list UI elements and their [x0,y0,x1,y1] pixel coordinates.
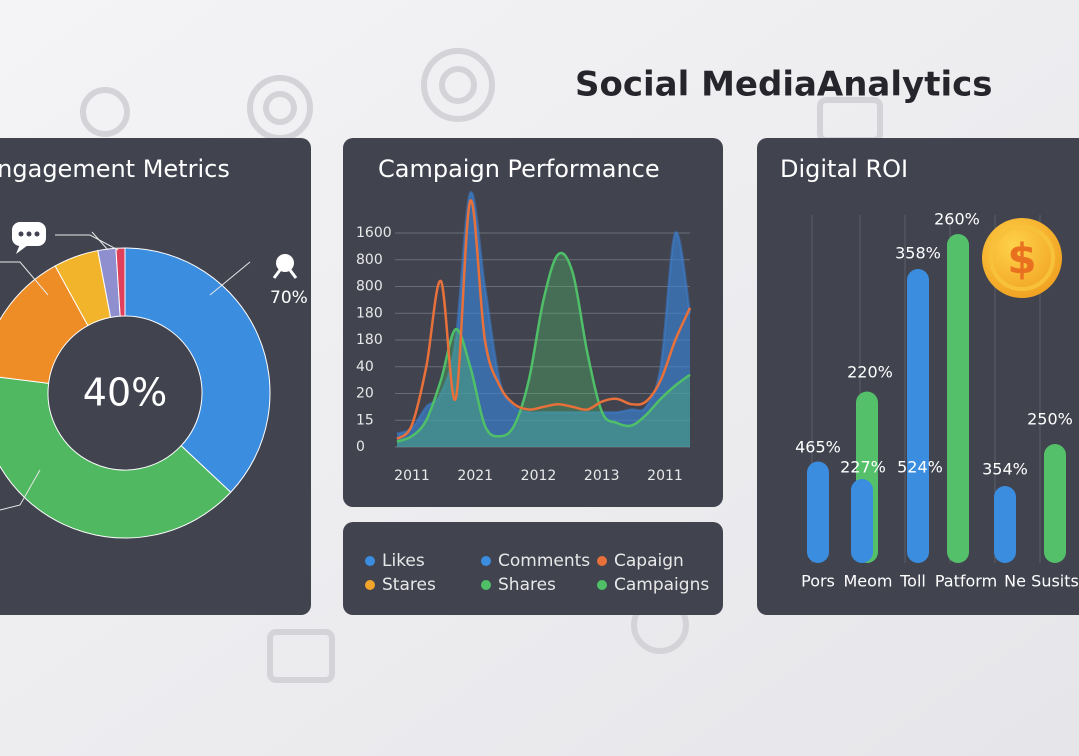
bar-annotation: 220% [847,363,893,382]
y-tick-label: 180 [356,332,383,348]
coin-icon: $ [982,218,1062,298]
bar-annotation: 260% [934,210,980,229]
y-tick-label: 800 [356,252,383,268]
legend-label: Shares [498,575,556,595]
panel-title: Campaign Performance [378,155,660,183]
leader-line [55,234,119,251]
annotation: 70% [270,288,308,308]
x-tick-label: 2011 [394,468,430,484]
series-line [396,199,692,441]
donut-segment [115,247,126,317]
x-tick-label: Susits [1031,572,1079,591]
x-tick-label: 2012 [521,468,557,484]
leader-line [0,261,49,296]
legend-swatch [597,580,607,590]
x-tick-label: 2011 [647,468,683,484]
legend-swatch [481,580,491,590]
bar [851,479,873,563]
x-tick-label: Ne [1004,572,1026,591]
leader-line [91,231,109,251]
x-tick-label: Pors [801,572,835,591]
y-tick-label: 40 [356,359,374,375]
y-tick-label: 180 [356,305,383,321]
y-tick-label: 0 [356,439,365,455]
x-tick-label: 2013 [584,468,620,484]
leader-line [209,261,251,296]
legend-label: Capaign [614,551,684,571]
svg-text:$: $ [1007,235,1036,284]
bar-annotation: 227% [840,458,886,477]
pin-icon [272,254,298,279]
donut-segment [0,376,232,539]
x-tick-label: 2021 [457,468,493,484]
chat-icon [12,222,46,254]
bar-annotation: 465% [795,438,841,457]
series-line [396,251,691,443]
y-tick-label: 20 [356,386,374,402]
series-area [397,253,690,447]
legend-label: Likes [382,551,425,571]
legend-swatch [597,556,607,566]
legend-swatch [481,556,491,566]
bar [907,269,929,563]
panel-title: Digital ROI [780,155,908,183]
x-tick-label: Patform [935,572,997,591]
legend-label: Comments [498,551,590,571]
legend-swatch [365,580,375,590]
legend-label: Stares [382,575,436,595]
center-label: 40% [83,371,167,415]
bar-annotation: 524% [897,458,943,477]
legend-panel [343,522,723,615]
legend-label: Campaigns [614,575,709,595]
legend-swatch [365,556,375,566]
bar [1044,444,1066,563]
bar-annotation: 358% [895,244,941,263]
page-title: Social MediaAnalytics [575,65,993,105]
y-tick-label: 15 [356,412,374,428]
series-area [397,192,690,447]
x-tick-label: Meom [843,572,892,591]
bar [807,461,829,563]
bar [947,234,969,563]
bar-annotation: 354% [982,460,1028,479]
bar [994,486,1016,563]
bar-annotation: 250% [1027,410,1073,429]
panel-title: Engagement Metrics [0,155,230,183]
x-tick-label: Toll [899,572,926,591]
y-tick-label: 1600 [356,225,392,241]
leader-line [0,469,41,511]
y-tick-label: 800 [356,279,383,295]
donut-segment [124,247,271,493]
donut-hole [49,317,201,469]
